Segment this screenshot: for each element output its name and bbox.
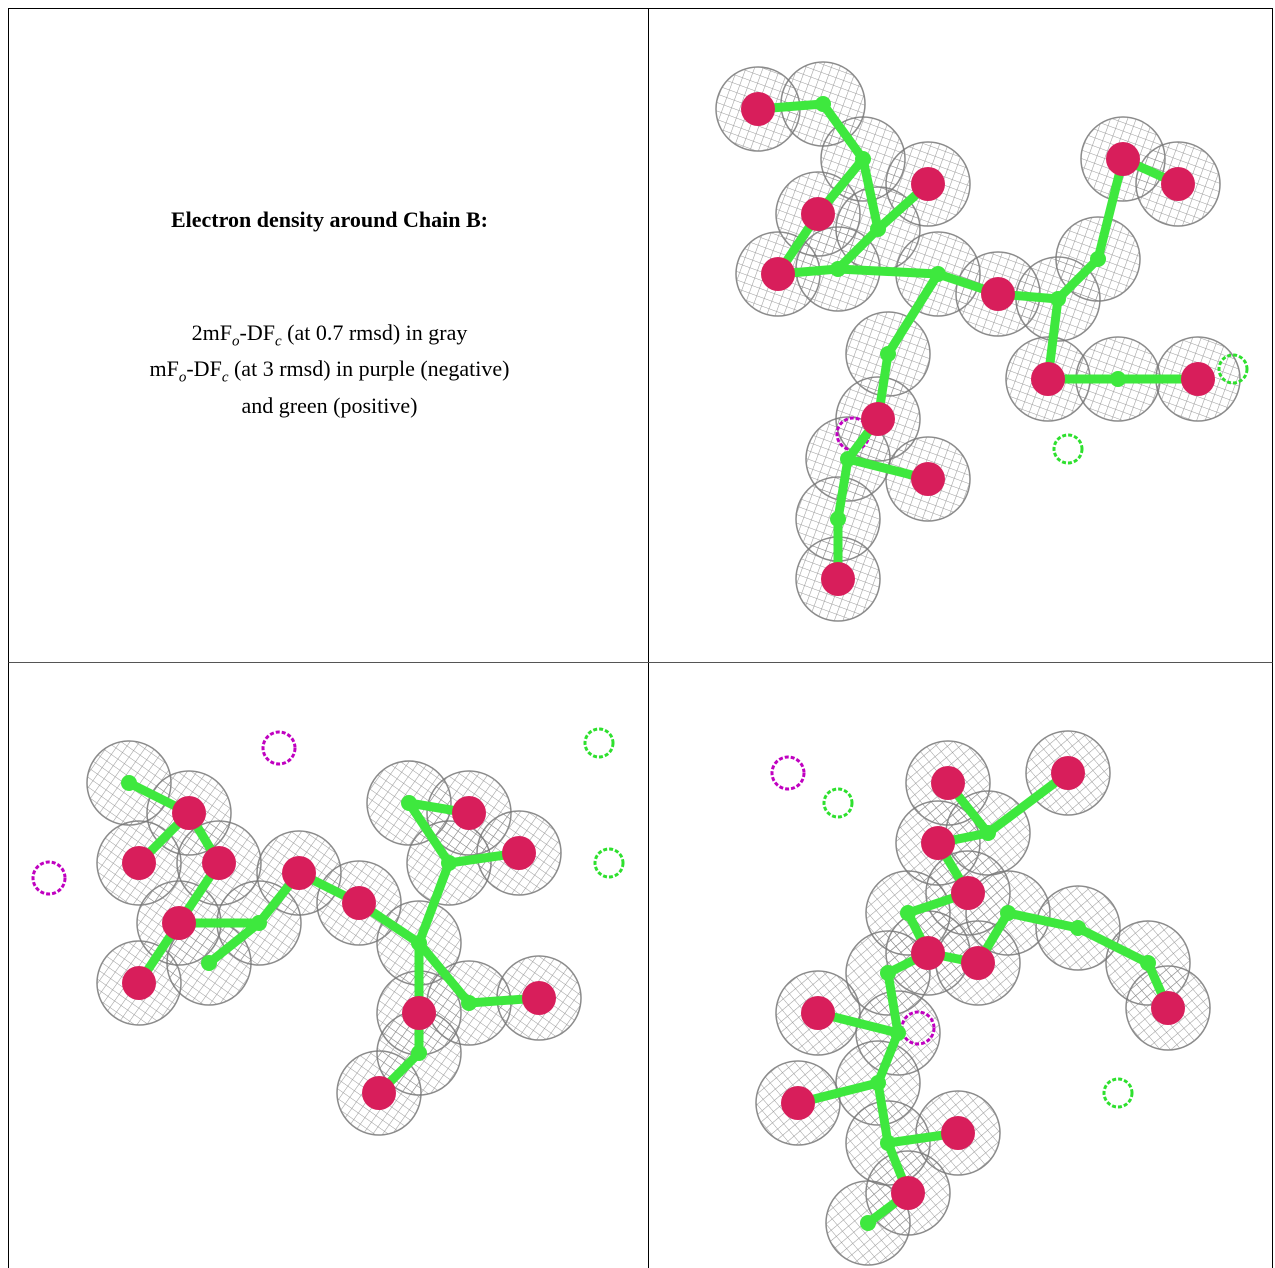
carbon-atom [855, 151, 871, 167]
oxygen-atom [891, 1176, 925, 1210]
text: -DF [240, 320, 275, 345]
oxygen-atom [522, 981, 556, 1015]
oxygen-atom [911, 167, 945, 201]
subscript: c [275, 333, 282, 349]
carbon-atom [121, 775, 137, 791]
oxygen-atom [951, 876, 985, 910]
oxygen-atom [1106, 142, 1140, 176]
negative-density [263, 732, 295, 764]
oxygen-atom [402, 996, 436, 1030]
caption-legend: 2mFo-DFc (at 0.7 rmsd) in gray mFo-DFc (… [9, 319, 650, 419]
negative-density [33, 862, 65, 894]
oxygen-atom [162, 906, 196, 940]
carbon-atom [201, 955, 217, 971]
carbon-atom [1140, 955, 1156, 971]
legend-line: and green (positive) [9, 392, 650, 419]
oxygen-atom [741, 92, 775, 126]
oxygen-atom [202, 846, 236, 880]
legend-line: mFo-DFc (at 3 rmsd) in purple (negative) [9, 355, 650, 391]
negative-density [772, 757, 804, 789]
oxygen-atom [172, 796, 206, 830]
oxygen-atom [911, 462, 945, 496]
carbon-atom [880, 346, 896, 362]
positive-density [595, 849, 623, 877]
oxygen-atom [941, 1116, 975, 1150]
text: (at 0.7 rmsd) in gray [282, 320, 468, 345]
legend-line: 2mFo-DFc (at 0.7 rmsd) in gray [9, 319, 650, 355]
text: mF [150, 356, 179, 381]
oxygen-atom [122, 846, 156, 880]
density-image [648, 663, 1271, 1268]
carbon-atom [860, 1215, 876, 1231]
page: html, body { margin: 0; padding: 0; back… [0, 0, 1275, 1268]
oxygen-atom [342, 886, 376, 920]
carbon-atom [980, 825, 996, 841]
carbon-atom [401, 795, 417, 811]
oxygen-atom [961, 946, 995, 980]
oxygen-atom [781, 1086, 815, 1120]
positive-density [1054, 435, 1082, 463]
text: and green (positive) [242, 393, 418, 418]
oxygen-atom [282, 856, 316, 890]
density-image [9, 663, 648, 1268]
carbon-atom [870, 1075, 886, 1091]
carbon-atom [870, 221, 886, 237]
carbon-atom [1000, 905, 1016, 921]
carbon-atom [880, 1135, 896, 1151]
carbon-atom [411, 1045, 427, 1061]
oxygen-atom [921, 826, 955, 860]
oxygen-atom [452, 796, 486, 830]
carbon-atom [830, 511, 846, 527]
subscript: o [232, 333, 240, 349]
oxygen-atom [1031, 362, 1065, 396]
density-image [648, 9, 1271, 663]
positive-density [824, 789, 852, 817]
carbon-atom [890, 1025, 906, 1041]
carbon-atom [1110, 371, 1126, 387]
caption-title: Electron density around Chain B: [9, 207, 650, 233]
text: -DF [186, 356, 221, 381]
carbon-atom [461, 995, 477, 1011]
oxygen-atom [911, 936, 945, 970]
oxygen-atom [122, 966, 156, 1000]
carbon-atom [251, 915, 267, 931]
image-cell [648, 8, 1273, 663]
oxygen-atom [801, 996, 835, 1030]
bond [838, 269, 938, 274]
text: 2mF [192, 320, 232, 345]
carbon-atom [411, 935, 427, 951]
document: {"panel": {"title": "Electron density ar… [0, 0, 1275, 1268]
oxygen-atom [861, 402, 895, 436]
image-cell [8, 662, 649, 1268]
oxygen-atom [981, 277, 1015, 311]
text-cell: Electron density around Chain B: 2mFo-DF… [8, 8, 649, 663]
carbon-atom [900, 905, 916, 921]
oxygen-atom [1161, 167, 1195, 201]
oxygen-atom [821, 562, 855, 596]
oxygen-atom [502, 836, 536, 870]
positive-density [1104, 1079, 1132, 1107]
carbon-atom [1050, 291, 1066, 307]
carbon-atom [840, 451, 856, 467]
oxygen-atom [931, 766, 965, 800]
positive-density [585, 729, 613, 757]
carbon-atom [1090, 251, 1106, 267]
oxygen-atom [1181, 362, 1215, 396]
oxygen-atom [801, 197, 835, 231]
carbon-atom [441, 855, 457, 871]
carbon-atom [1070, 920, 1086, 936]
text: (at 3 rmsd) in purple (negative) [228, 356, 509, 381]
image-cell [648, 662, 1273, 1268]
carbon-atom [830, 261, 846, 277]
carbon-atom [815, 96, 831, 112]
carbon-atom [880, 965, 896, 981]
oxygen-atom [761, 257, 795, 291]
carbon-atom [930, 266, 946, 282]
oxygen-atom [362, 1076, 396, 1110]
oxygen-atom [1051, 756, 1085, 790]
oxygen-atom [1151, 991, 1185, 1025]
